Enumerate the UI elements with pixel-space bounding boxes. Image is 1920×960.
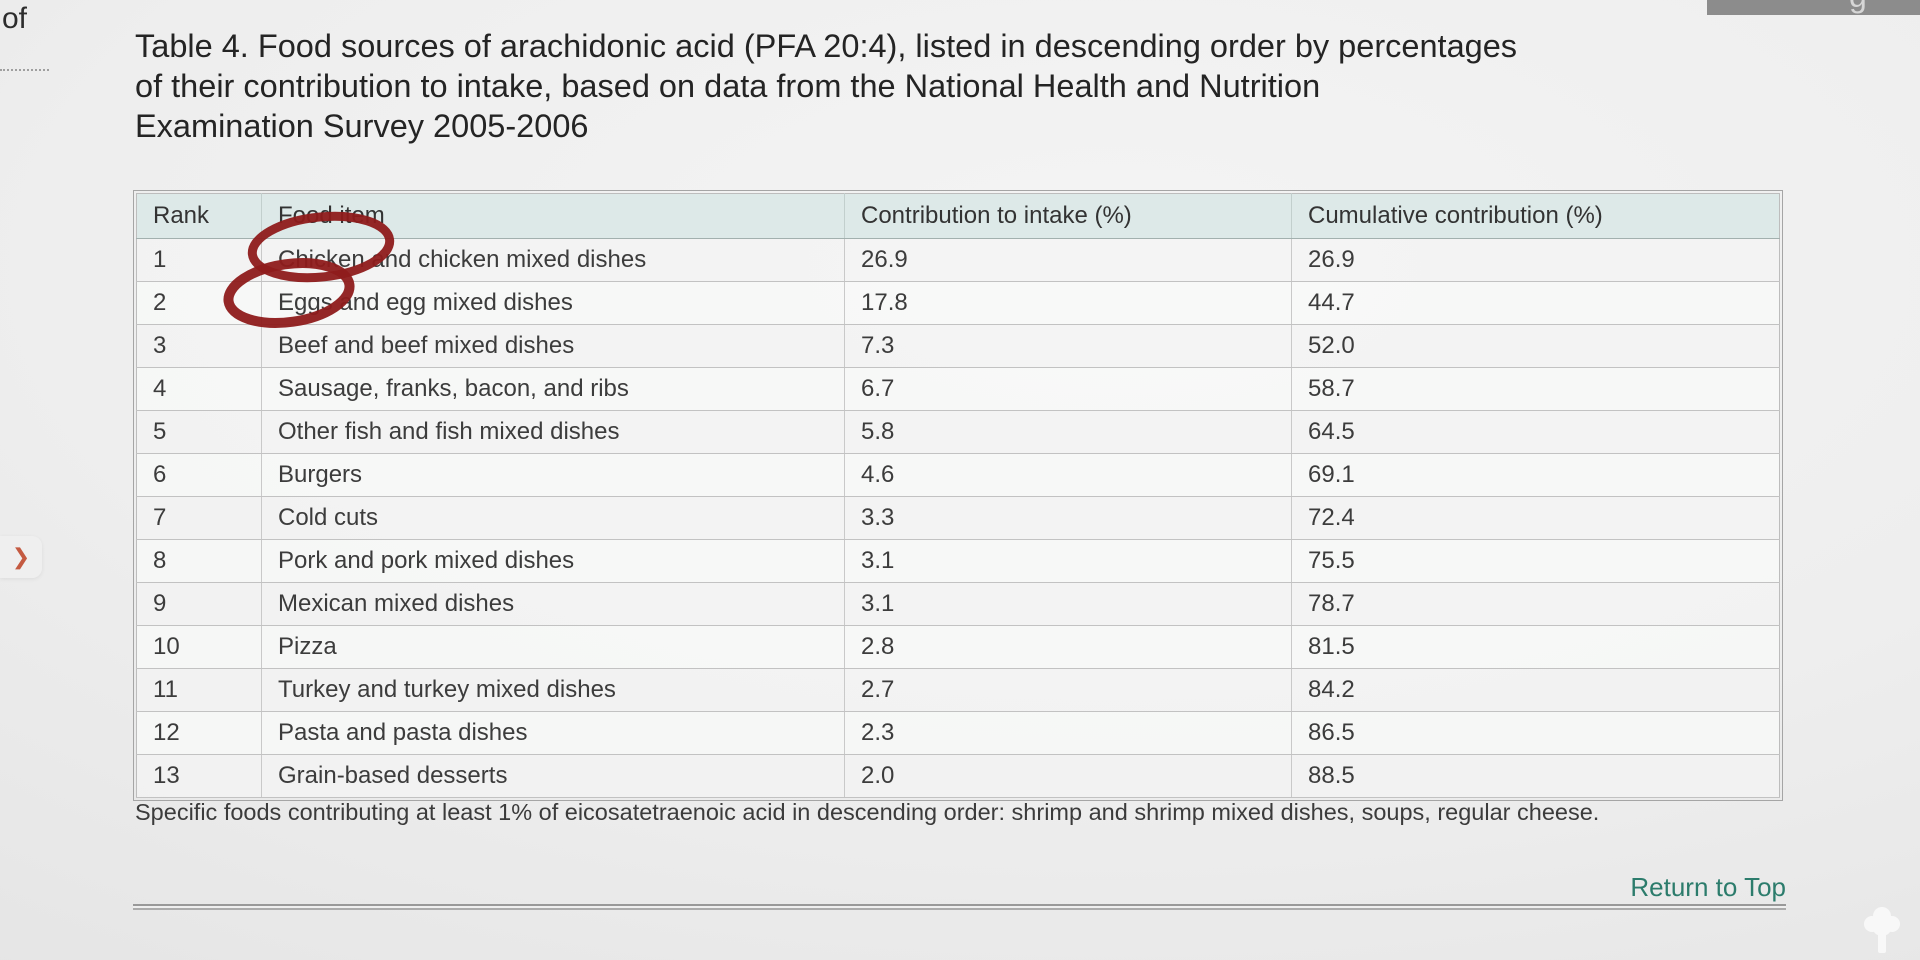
cell-food-item: Eggs and egg mixed dishes [261,281,845,325]
cell-rank: 1 [136,238,262,282]
cell-rank: 12 [136,711,262,755]
cell-food-item: Chicken and chicken mixed dishes [261,238,845,282]
table-row: 7 Cold cuts 3.3 72.4 [136,496,1780,540]
food-sources-table: Rank Food item Contribution to intake (%… [136,193,1780,798]
cell-food-item: Beef and beef mixed dishes [261,324,845,368]
clipped-text-of: of [2,2,28,35]
cell-rank: 3 [136,324,262,368]
table-row: 1 Chicken and chicken mixed dishes 26.9 26.… [136,238,1780,282]
table-row: 2 Eggs and egg mixed dishes 17.8 44.7 [136,281,1780,325]
table-title-line: Table 4. Food sources of arachidonic aci… [135,28,1518,64]
table-row: 4 Sausage, franks, bacon, and ribs 6.7 58.7 [136,367,1780,411]
partial-letter: g [1849,0,1867,15]
cell-cumulative: 78.7 [1291,582,1780,626]
footnote: Specific foods contributing at least 1% … [135,799,1600,825]
cell-cumulative: 75.5 [1291,539,1780,583]
cell-contribution: 3.1 [844,582,1292,626]
table-row: 5 Other fish and fish mixed dishes 5.8 64.5 [136,410,1780,454]
cell-contribution: 2.7 [844,668,1292,712]
cell-cumulative: 84.2 [1291,668,1780,712]
cell-food-item: Burgers [261,453,845,497]
col-header-contribution: Contribution to intake (%) [844,193,1292,239]
cell-rank: 2 [136,281,262,325]
col-header-cumulative: Cumulative contribution (%) [1291,193,1780,239]
cell-food-item: Turkey and turkey mixed dishes [261,668,845,712]
cell-rank: 13 [136,754,262,798]
table-title: Table 4. Food sources of arachidonic aci… [135,26,1835,146]
cell-food-item: Mexican mixed dishes [261,582,845,626]
table-title-line: of their contribution to intake, based o… [135,68,1321,104]
data-table: Rank Food item Contribution to intake (%… [133,190,1783,801]
cell-contribution: 26.9 [844,238,1292,282]
cell-food-item: Pasta and pasta dishes [261,711,845,755]
table-row: 9 Mexican mixed dishes 3.1 78.7 [136,582,1780,626]
cell-contribution: 4.6 [844,453,1292,497]
cell-rank: 11 [136,668,262,712]
return-to-top-link[interactable]: Return to Top [1630,872,1786,902]
cell-cumulative: 44.7 [1291,281,1780,325]
cell-rank: 8 [136,539,262,583]
cell-cumulative: 64.5 [1291,410,1780,454]
top-right-chrome-bar[interactable]: g [1707,0,1920,15]
cell-contribution: 17.8 [844,281,1292,325]
bottom-divider [133,904,1786,910]
cell-contribution: 7.3 [844,324,1292,368]
cell-food-item: Other fish and fish mixed dishes [261,410,845,454]
cell-cumulative: 81.5 [1291,625,1780,669]
header-row: Rank Food item Contribution to intake (%… [136,193,1780,239]
cell-rank: 4 [136,367,262,411]
chevron-right-icon: ❯ [11,544,31,569]
cell-contribution: 2.8 [844,625,1292,669]
cell-contribution: 5.8 [844,410,1292,454]
table-body: 1 Chicken and chicken mixed dishes 26.9 26.… [136,238,1780,798]
cell-cumulative: 26.9 [1291,238,1780,282]
col-header-food-item: Food item [261,193,845,239]
cell-food-item: Sausage, franks, bacon, and ribs [261,367,845,411]
cell-food-item: Grain-based desserts [261,754,845,798]
cell-rank: 7 [136,496,262,540]
cell-cumulative: 69.1 [1291,453,1780,497]
cell-rank: 9 [136,582,262,626]
cell-food-item: Cold cuts [261,496,845,540]
cell-rank: 5 [136,410,262,454]
cell-contribution: 2.0 [844,754,1292,798]
cell-food-item: Pork and pork mixed dishes [261,539,845,583]
cell-contribution: 3.3 [844,496,1292,540]
table-row: 3 Beef and beef mixed dishes 7.3 52.0 [136,324,1780,368]
cell-rank: 6 [136,453,262,497]
cell-contribution: 2.3 [844,711,1292,755]
cell-food-item: Pizza [261,625,845,669]
table-row: 13 Grain-based desserts 2.0 88.5 [136,754,1780,798]
cell-contribution: 3.1 [844,539,1292,583]
table-row: 8 Pork and pork mixed dishes 3.1 75.5 [136,539,1780,583]
table-row: 6 Burgers 4.6 69.1 [136,453,1780,497]
sidebar-expand-button[interactable]: ❯ [0,536,42,578]
col-header-rank: Rank [136,193,262,239]
cell-cumulative: 72.4 [1291,496,1780,540]
cell-rank: 10 [136,625,262,669]
cell-contribution: 6.7 [844,367,1292,411]
cell-cumulative: 52.0 [1291,324,1780,368]
table-title-line: Examination Survey 2005-2006 [135,108,589,144]
tree-icon [1864,907,1900,953]
dotted-divider [0,69,49,71]
cell-cumulative: 58.7 [1291,367,1780,411]
table-row: 12 Pasta and pasta dishes 2.3 86.5 [136,711,1780,755]
table-row: 10 Pizza 2.8 81.5 [136,625,1780,669]
table-row: 11 Turkey and turkey mixed dishes 2.7 84.2 [136,668,1780,712]
cell-cumulative: 86.5 [1291,711,1780,755]
cell-cumulative: 88.5 [1291,754,1780,798]
